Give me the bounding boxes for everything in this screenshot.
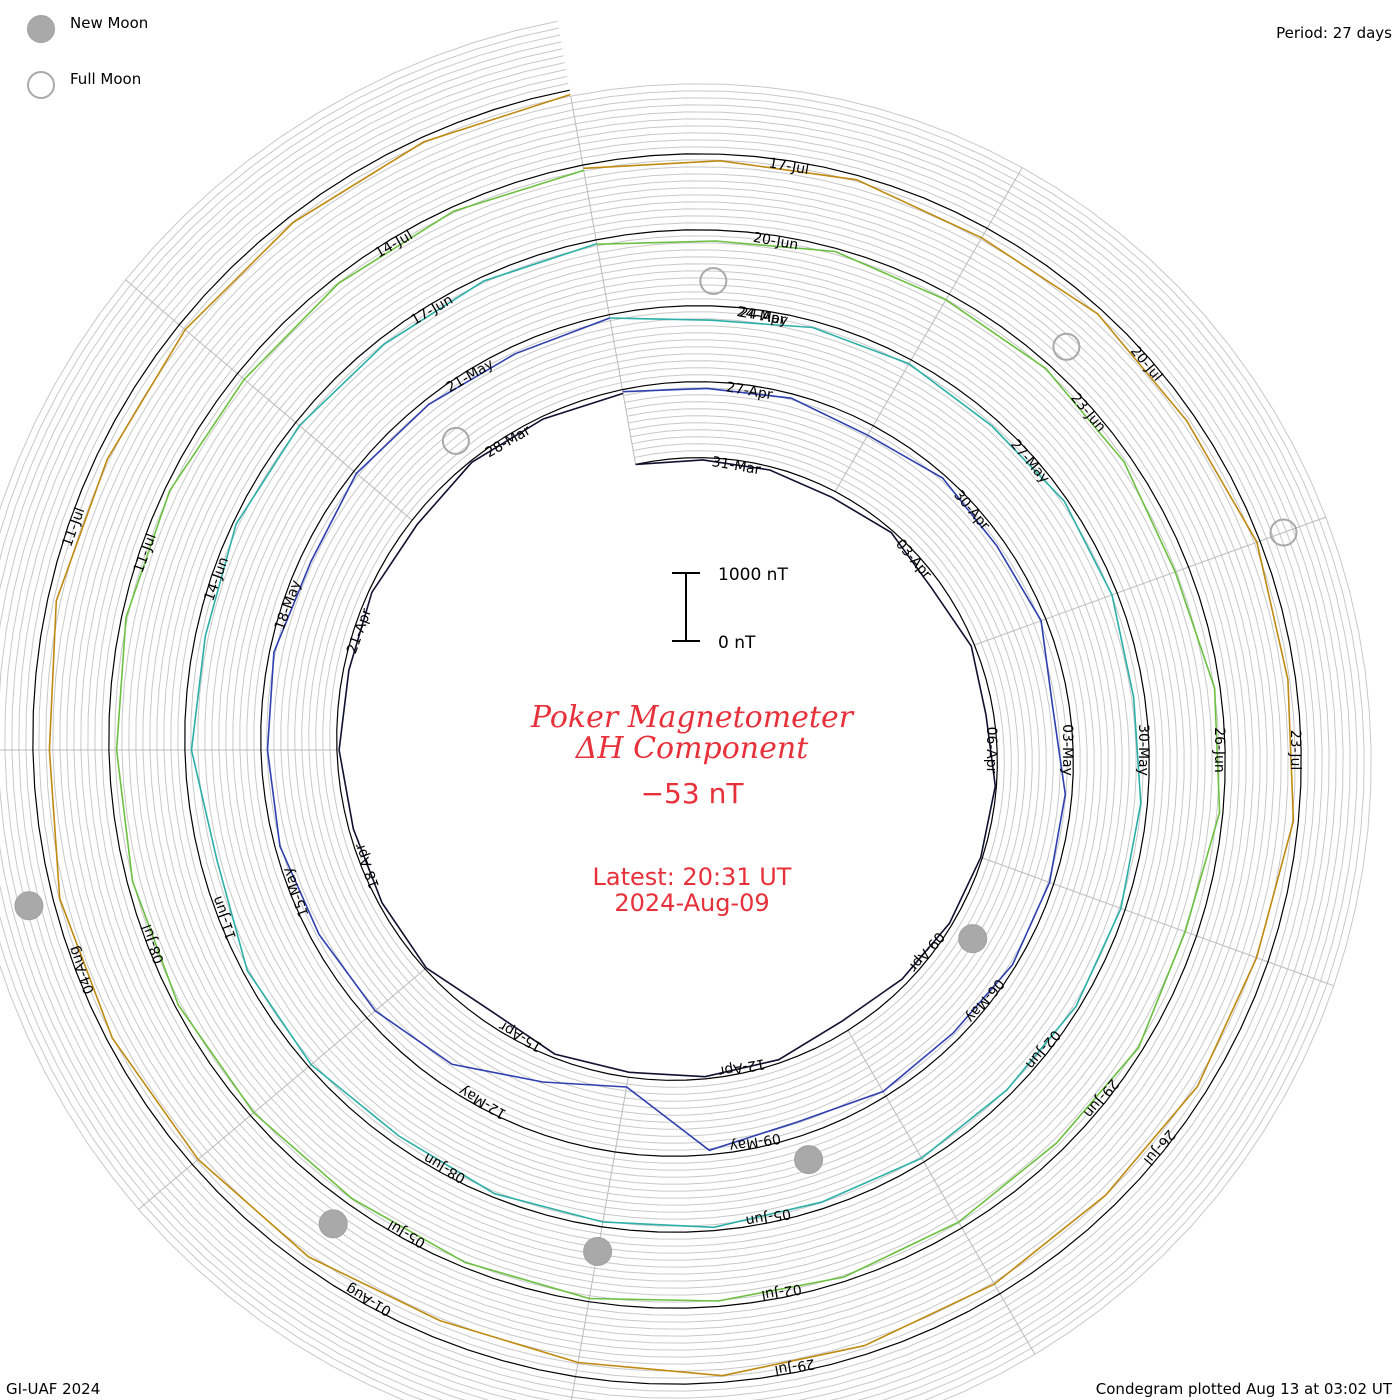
grid-ring <box>0 55 1337 1400</box>
plotted-label: Condegram plotted Aug 13 at 03:02 UT <box>1095 1380 1392 1398</box>
date-label: 04-Aug <box>66 944 98 996</box>
new-moon-legend-icon <box>27 15 55 43</box>
grid-ring <box>18 75 1316 1399</box>
date-label: 20-Jun <box>752 230 800 254</box>
new-moon-marker <box>794 1145 824 1175</box>
new-moon-marker <box>14 891 44 921</box>
grid-ring <box>0 34 1358 1400</box>
date-label: 30-Apr <box>950 487 992 533</box>
series-line <box>338 392 997 1078</box>
new-moon-marker <box>958 924 988 954</box>
grid-ring <box>4 62 1330 1400</box>
full-moon-legend-icon <box>27 71 55 99</box>
series-line <box>115 169 1221 1302</box>
moon-markers <box>14 267 1298 1266</box>
grid-ring <box>11 69 1323 1400</box>
date-label: 15-May <box>280 865 313 919</box>
date-label: 31-Mar <box>710 454 762 478</box>
full-moon-marker <box>441 426 470 455</box>
grid-ring <box>0 41 1351 1400</box>
grid-ring <box>0 27 1365 1400</box>
date-label: 12-Apr <box>717 1055 766 1079</box>
scale-bar-top-label: 1000 nT <box>718 565 788 585</box>
date-label: 26-Jun <box>1211 727 1227 773</box>
date-label: 08-Jun <box>421 1149 468 1186</box>
date-label: 24-May <box>735 304 789 329</box>
new-moon-marker <box>583 1237 613 1266</box>
day-spoke <box>834 167 1023 492</box>
date-label: 14-Jun <box>201 555 232 603</box>
chart-title-line2: ΔH Component <box>575 731 809 766</box>
date-label: 14-Jul <box>373 227 416 261</box>
grid-ring <box>25 82 1309 1392</box>
grid-ring <box>0 20 1372 1400</box>
date-label: 28-Mar <box>483 423 534 462</box>
period-label: Period: 27 days <box>1276 24 1392 42</box>
day-spoke <box>974 516 1326 646</box>
date-label: 18-May <box>272 578 305 632</box>
date-label: 18-Apr <box>352 841 383 891</box>
date-label: 05-Jun <box>744 1205 792 1229</box>
date-label: 30-May <box>1135 724 1151 776</box>
credit-label: GI-UAF 2024 <box>6 1380 101 1398</box>
date-label: 03-May <box>1059 724 1075 776</box>
latest-date: 2024-Aug-09 <box>614 889 769 917</box>
full-moon-marker <box>1269 518 1298 547</box>
spiral-baseline <box>32 89 1302 1385</box>
date-label: 27-Apr <box>725 379 774 403</box>
date-label: 21-Apr <box>344 606 375 656</box>
latest-time: Latest: 20:31 UT <box>593 863 792 891</box>
date-label: 11-Jun <box>209 894 240 942</box>
date-label: 17-Jul <box>767 155 810 178</box>
day-spoke <box>125 279 413 521</box>
date-label: 05-Jul <box>385 1217 428 1251</box>
day-spoke <box>847 1030 1036 1355</box>
series-line <box>48 93 1295 1377</box>
date-label: 09-Apr <box>905 929 947 975</box>
series-line <box>190 242 1142 1229</box>
date-label: 23-Jul <box>1287 730 1303 771</box>
new-moon-legend-label: New Moon <box>70 14 149 32</box>
date-label: 03-Apr <box>892 536 934 582</box>
new-moon-marker <box>318 1209 348 1239</box>
scale-bar-bottom-label: 0 nT <box>718 633 756 653</box>
series-line <box>266 317 1067 1152</box>
full-moon-marker <box>1052 332 1081 361</box>
date-label: 29-Jul <box>773 1355 816 1378</box>
full-moon-legend-label: Full Moon <box>70 70 142 88</box>
chart-title-line1: Poker Magnetometer <box>530 700 855 735</box>
day-spoke <box>138 968 426 1210</box>
day-spoke <box>982 857 1334 987</box>
grid-ring <box>0 48 1344 1400</box>
current-value: −53 nT <box>641 777 745 810</box>
baseline-spiral <box>32 89 1302 1385</box>
date-label: 27-May <box>1007 437 1053 487</box>
data-series <box>48 93 1295 1377</box>
date-label: 08-Jul <box>139 922 168 966</box>
date-label: 06-Apr <box>983 727 999 774</box>
day-spoke <box>570 96 637 465</box>
spiral-grid <box>0 20 1372 1400</box>
full-moon-marker <box>699 267 728 295</box>
scale-bar: 1000 nT 0 nT <box>672 565 788 653</box>
date-label: 02-Jul <box>760 1280 803 1303</box>
